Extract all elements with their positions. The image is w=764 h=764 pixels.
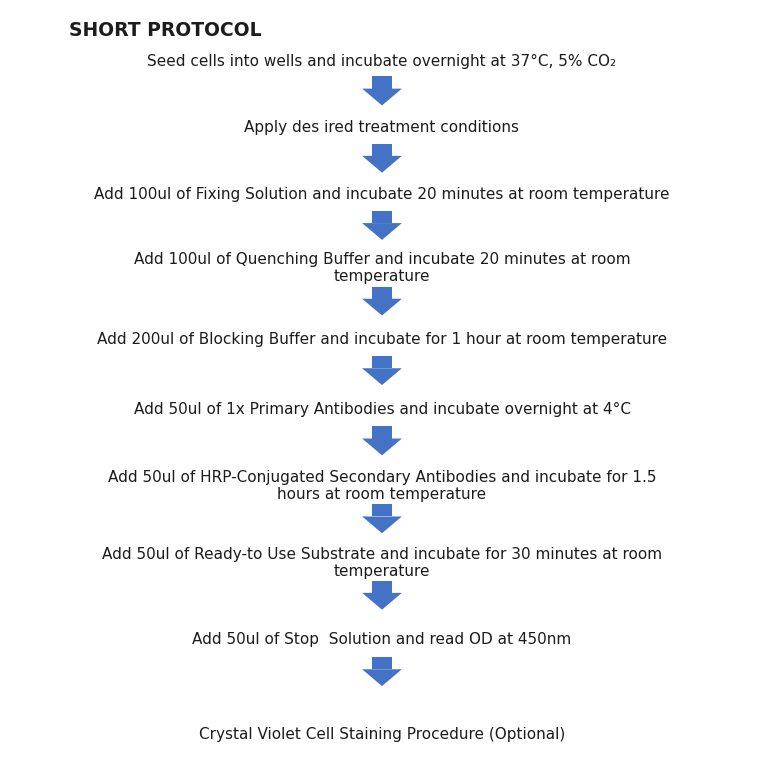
Polygon shape xyxy=(362,439,402,455)
Text: Add 50ul of Stop  Solution and read OD at 450nm: Add 50ul of Stop Solution and read OD at… xyxy=(193,632,571,647)
Text: Add 50ul of 1x Primary Antibodies and incubate overnight at 4°C: Add 50ul of 1x Primary Antibodies and in… xyxy=(134,402,630,417)
Polygon shape xyxy=(362,669,402,686)
Polygon shape xyxy=(362,516,402,533)
Bar xyxy=(373,356,391,368)
Polygon shape xyxy=(362,368,402,385)
Bar xyxy=(373,286,391,299)
Bar xyxy=(373,211,391,223)
Text: SHORT PROTOCOL: SHORT PROTOCOL xyxy=(69,21,261,40)
Polygon shape xyxy=(362,299,402,316)
Text: Add 100ul of Quenching Buffer and incubate 20 minutes at room
temperature: Add 100ul of Quenching Buffer and incuba… xyxy=(134,252,630,284)
Text: Add 50ul of Ready-to Use Substrate and incubate for 30 minutes at room
temperatu: Add 50ul of Ready-to Use Substrate and i… xyxy=(102,547,662,579)
Polygon shape xyxy=(362,156,402,173)
Bar xyxy=(373,76,391,89)
Text: Crystal Violet Cell Staining Procedure (Optional): Crystal Violet Cell Staining Procedure (… xyxy=(199,727,565,743)
Polygon shape xyxy=(362,593,402,610)
Text: Seed cells into wells and incubate overnight at 37°C, 5% CO₂: Seed cells into wells and incubate overn… xyxy=(147,53,617,69)
Polygon shape xyxy=(362,223,402,240)
Text: Add 200ul of Blocking Buffer and incubate for 1 hour at room temperature: Add 200ul of Blocking Buffer and incubat… xyxy=(97,332,667,347)
Polygon shape xyxy=(362,89,402,105)
Text: Add 50ul of HRP-Conjugated Secondary Antibodies and incubate for 1.5
hours at ro: Add 50ul of HRP-Conjugated Secondary Ant… xyxy=(108,470,656,502)
Text: Add 100ul of Fixing Solution and incubate 20 minutes at room temperature: Add 100ul of Fixing Solution and incubat… xyxy=(94,187,670,202)
Bar xyxy=(373,504,391,516)
Bar xyxy=(373,657,391,669)
Bar xyxy=(373,144,391,156)
Bar xyxy=(373,581,391,593)
Text: Apply des ired treatment conditions: Apply des ired treatment conditions xyxy=(244,120,520,135)
Bar xyxy=(373,426,391,439)
